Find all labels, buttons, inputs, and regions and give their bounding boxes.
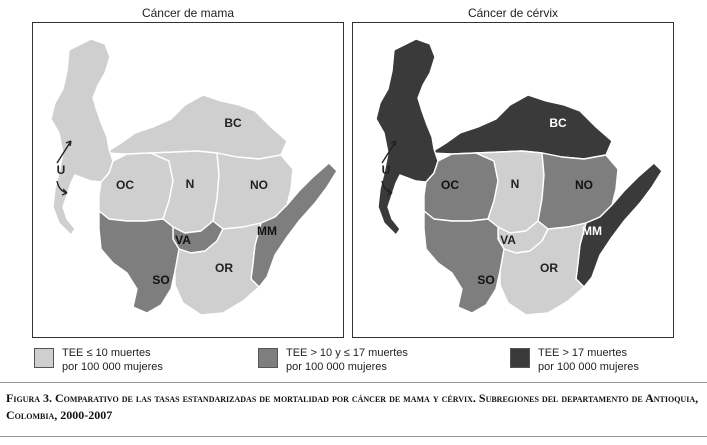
region-bc-breast [104, 94, 288, 160]
region-label-va-cervix: VA [500, 233, 516, 247]
map-title-cervix: Cáncer de cérvix [467, 6, 559, 20]
region-label-no-breast: NO [250, 178, 268, 192]
legend-label-mid: TEE > 10 y ≤ 17 muertes [286, 347, 408, 359]
region-label-or-cervix: OR [540, 261, 558, 275]
region-so-breast [98, 210, 180, 314]
legend-sublabel-low: por 100 000 mujeres [62, 361, 163, 373]
caption-top-rule [0, 382, 707, 383]
caption-bottom-rule [0, 436, 707, 437]
region-label-or-breast: OR [215, 261, 233, 275]
map-breast-svg: BC U OC N NO VA MM OR SO [50, 38, 338, 316]
region-u-breast [50, 38, 114, 236]
region-label-bc-cervix: BC [549, 116, 567, 130]
region-label-mm-breast: MM [257, 224, 277, 238]
legend-item-mid: TEE > 10 y ≤ 17 muertes por 100 000 muje… [258, 346, 408, 374]
region-label-oc-breast: OC [116, 178, 134, 192]
region-label-no-cervix: NO [575, 178, 593, 192]
uraba-hook-arrow-breast [56, 180, 68, 196]
legend-item-low: TEE ≤ 10 muertes por 100 000 mujeres [34, 346, 163, 374]
figure-caption: Figura 3. Comparativo de las tasas estan… [6, 391, 699, 422]
map-panel-cervix: BC U OC N NO VA MM OR SO [352, 22, 674, 338]
region-label-bc-breast: BC [224, 116, 242, 130]
legend-sublabel-mid: por 100 000 mujeres [286, 361, 387, 373]
region-bc-cervix [429, 94, 613, 160]
region-label-n-breast: N [186, 177, 195, 191]
legend-swatch-high [510, 348, 530, 368]
map-cervix-svg: BC U OC N NO VA MM OR SO [375, 38, 663, 316]
region-label-oc-cervix: OC [441, 178, 459, 192]
region-label-u-cervix: U [382, 163, 391, 177]
legend-swatch-mid [258, 348, 278, 368]
map-panel-breast: BC U OC N NO VA MM OR SO [32, 22, 344, 338]
uraba-leader-arrow-cervix [381, 140, 397, 164]
legend-sublabel-high: por 100 000 mujeres [538, 361, 639, 373]
legend-swatch-low [34, 348, 54, 368]
uraba-leader-arrow-breast [56, 140, 72, 164]
region-label-so-breast: SO [152, 273, 169, 287]
region-label-so-cervix: SO [477, 273, 494, 287]
region-or-breast [174, 222, 262, 316]
region-so-cervix [423, 210, 505, 314]
uraba-hook-arrow-cervix [381, 180, 393, 196]
region-label-mm-cervix: MM [582, 224, 602, 238]
legend-label-low: TEE ≤ 10 muertes [62, 347, 151, 359]
region-u-cervix [375, 38, 439, 236]
region-or-cervix [499, 222, 587, 316]
legend-label-high: TEE > 17 muertes [538, 347, 627, 359]
region-label-n-cervix: N [511, 177, 520, 191]
map-title-breast: Cáncer de mama [141, 6, 235, 20]
region-label-u-breast: U [57, 163, 66, 177]
legend-item-high: TEE > 17 muertes por 100 000 mujeres [510, 346, 639, 374]
region-label-va-breast: VA [175, 233, 191, 247]
